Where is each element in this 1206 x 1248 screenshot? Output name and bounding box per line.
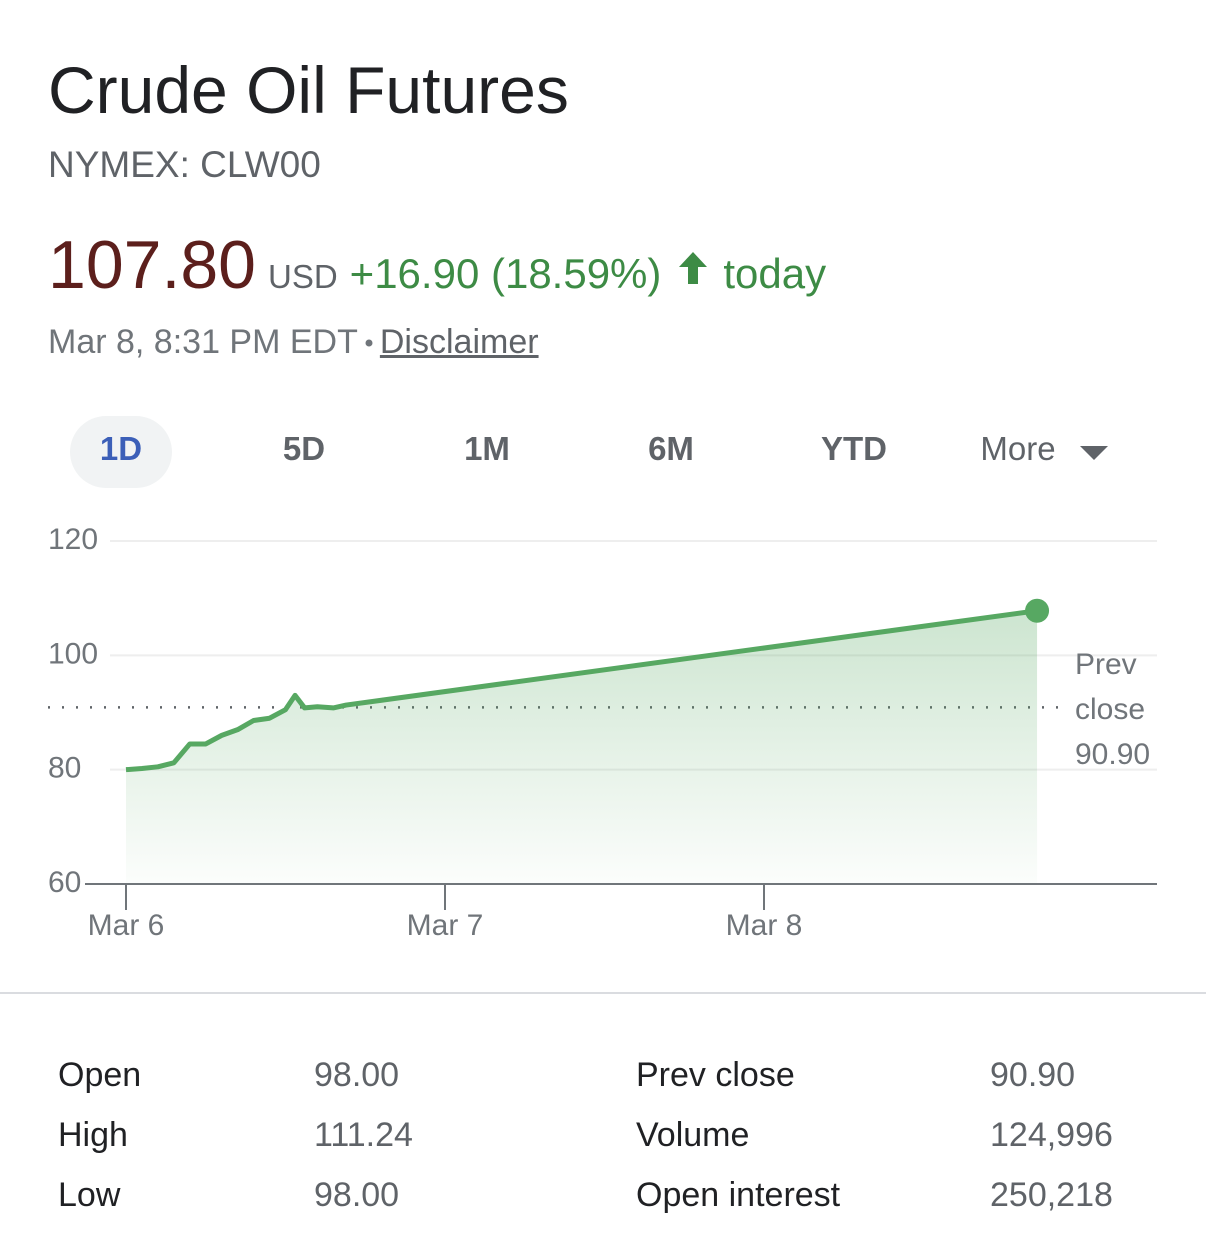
separator [0, 992, 1206, 994]
y-tick-label: 100 [48, 637, 98, 670]
currency: USD [267, 258, 338, 295]
area-fill [125, 610, 1038, 884]
stat-value: 111.24 [314, 1116, 413, 1154]
x-tick-label: Mar 6 [88, 909, 165, 942]
title: Crude Oil Futures [48, 53, 569, 127]
price: 107.80 [48, 227, 256, 303]
tab[interactable]: 1D [99, 430, 143, 467]
up-arrow [679, 252, 708, 284]
y-tick-label: 80 [48, 752, 81, 785]
disclaimer-link[interactable]: Disclaimer [379, 323, 539, 361]
last-point [1025, 598, 1050, 623]
tab[interactable]: More [980, 430, 1056, 467]
price-row: 107.80 USD +16.90 (18.59%) today [48, 226, 826, 304]
bullet [365, 339, 373, 346]
price-line [125, 608, 1038, 773]
stat-value: 98.00 [314, 1056, 400, 1094]
timestamp-row: Mar 8, 8:31 PM EDT Disclaimer [48, 323, 539, 362]
change: +16.90 (18.59%) [349, 250, 662, 297]
stat-label: Volume [636, 1116, 750, 1154]
ticker: NYMEX: CLW00 [48, 144, 321, 185]
stat-value: 250,218 [990, 1176, 1113, 1214]
tab-selected-bg [70, 416, 172, 488]
y-tick-label: 120 [48, 523, 98, 556]
stat-label: High [58, 1116, 128, 1154]
prev-close-value: 90.90 [1075, 738, 1151, 771]
chart: 60 80 100 120 Mar 6 Mar 7 Mar 8 [48, 523, 1157, 942]
tab[interactable]: 6M [648, 430, 694, 467]
tab[interactable]: 1M [464, 430, 510, 467]
stat-label: Prev close [636, 1056, 795, 1094]
x-tick-label: Mar 7 [407, 909, 484, 942]
prev-close-label: Prev close 90.90 [1075, 642, 1165, 777]
stat-label: Open interest [636, 1176, 841, 1214]
tab[interactable]: 5D [282, 430, 326, 467]
tab[interactable]: YTD [821, 430, 887, 467]
period: today [723, 250, 827, 297]
x-tick-label: Mar 8 [726, 909, 803, 942]
dropdown-arrow [1080, 446, 1108, 460]
stat-value: 124,996 [990, 1116, 1113, 1154]
stat-label: Open [58, 1056, 142, 1094]
stat-value: 98.00 [314, 1176, 400, 1214]
y-tick-label: 60 [48, 866, 81, 899]
prev-close-text: Prev close [1075, 648, 1146, 726]
stat-label: Low [58, 1176, 121, 1214]
timestamp: Mar 8, 8:31 PM EDT [48, 323, 358, 361]
stat-value: 90.90 [990, 1056, 1076, 1094]
